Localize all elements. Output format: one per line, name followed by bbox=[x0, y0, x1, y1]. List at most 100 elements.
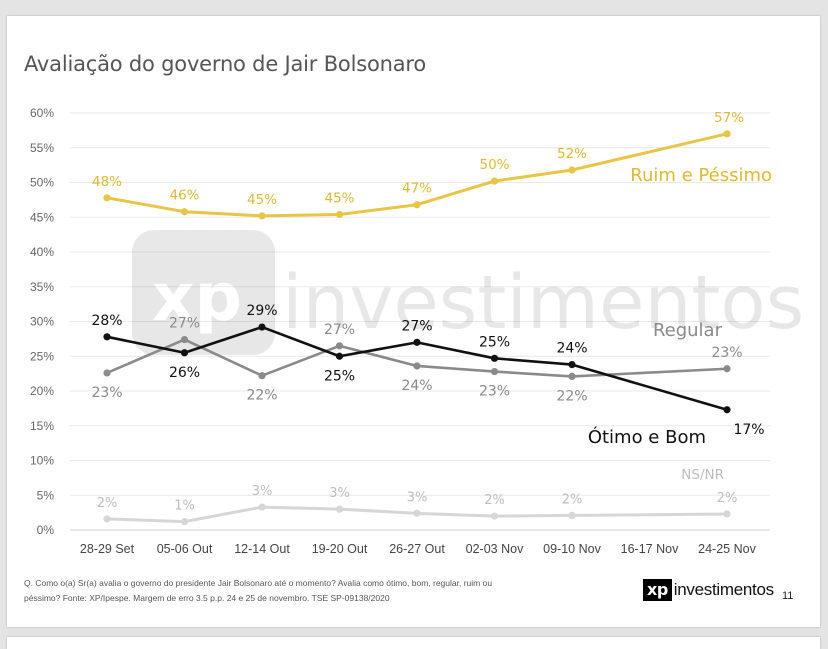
data-point bbox=[103, 194, 111, 202]
data-label: 50% bbox=[479, 157, 509, 173]
page-number: 11 bbox=[782, 590, 794, 602]
series-name: NS/NR bbox=[681, 467, 724, 483]
logo-brand: xp bbox=[643, 579, 672, 601]
data-point bbox=[335, 342, 344, 350]
data-label: 45% bbox=[324, 190, 354, 206]
data-point bbox=[490, 367, 499, 376]
y-tick-label: 10% bbox=[30, 454, 54, 468]
x-tick-label: 16-17 Nov bbox=[621, 542, 679, 556]
data-label: 25% bbox=[479, 334, 510, 350]
data-label: 46% bbox=[169, 188, 199, 204]
data-point bbox=[335, 210, 344, 219]
footnote-line-2: péssimo? Fonte: XP/Ipespe. Margem de err… bbox=[24, 593, 390, 603]
data-point bbox=[258, 212, 266, 220]
data-label: 3% bbox=[252, 484, 273, 499]
series-name: Regular bbox=[653, 320, 723, 341]
watermark-text: investimentos bbox=[282, 260, 804, 346]
data-label: 2% bbox=[717, 491, 738, 506]
data-point bbox=[723, 130, 731, 138]
data-label: 3% bbox=[329, 486, 350, 501]
data-point bbox=[103, 369, 111, 377]
data-point bbox=[103, 333, 111, 341]
data-label: 48% bbox=[92, 174, 122, 190]
data-label: 45% bbox=[247, 192, 277, 208]
data-point bbox=[568, 166, 576, 174]
data-label: 26% bbox=[169, 365, 200, 381]
series-line bbox=[106, 338, 728, 378]
data-point bbox=[568, 511, 576, 520]
data-label: 2% bbox=[484, 493, 505, 508]
data-point bbox=[335, 352, 344, 360]
data-label: 17% bbox=[733, 422, 764, 438]
y-tick-label: 55% bbox=[30, 141, 54, 155]
data-point bbox=[180, 335, 189, 344]
gridlines bbox=[70, 112, 770, 531]
data-point bbox=[413, 338, 421, 346]
y-tick-label: 40% bbox=[30, 245, 54, 259]
data-point bbox=[103, 515, 111, 523]
y-tick-label: 25% bbox=[30, 349, 54, 363]
x-tick-label: 09-10 Nov bbox=[543, 542, 601, 556]
series-lines bbox=[103, 130, 731, 526]
data-label: 47% bbox=[402, 181, 432, 197]
data-label: 2% bbox=[97, 496, 118, 511]
data-label: 27% bbox=[324, 322, 355, 338]
y-tick-label: 45% bbox=[30, 210, 54, 224]
data-point bbox=[180, 518, 189, 526]
y-tick-label: 60% bbox=[30, 106, 54, 120]
data-label: 2% bbox=[562, 492, 583, 507]
y-tick-label: 30% bbox=[30, 315, 54, 329]
data-point bbox=[413, 362, 421, 370]
data-point bbox=[413, 201, 421, 209]
data-label: 3% bbox=[407, 490, 428, 505]
xp-logo: xp investimentos bbox=[643, 578, 774, 602]
x-tick-label: 19-20 Out bbox=[312, 542, 368, 556]
data-label: 24% bbox=[401, 378, 432, 394]
series-name: Ruim e Péssimo bbox=[630, 165, 772, 186]
y-tick-label: 5% bbox=[37, 488, 55, 502]
chart-title: Avaliação do governo de Jair Bolsonaro bbox=[24, 52, 426, 76]
footnote-line-1: Q. Como o(a) Sr(a) avalia o governo do p… bbox=[24, 578, 493, 588]
watermark-brand: xp bbox=[152, 259, 242, 336]
data-point bbox=[258, 372, 266, 380]
data-label: 52% bbox=[557, 146, 587, 162]
data-point bbox=[413, 509, 421, 517]
data-point bbox=[180, 349, 189, 357]
watermark-logo-box bbox=[132, 230, 275, 355]
data-point bbox=[723, 406, 731, 414]
data-point bbox=[723, 365, 731, 373]
data-labels: 48% 46% 45% 45% 47% 50% 52% 57% 23% 27% 22% 27% 24% 2… bbox=[91, 110, 764, 514]
data-label: 29% bbox=[246, 303, 277, 319]
y-tick-label: 35% bbox=[30, 280, 54, 294]
data-point bbox=[723, 510, 731, 518]
y-axis-ticks: 0% 5% 10% 15% 20% 25% 30% 35% 40% 45% 50% 55% 60% bbox=[30, 106, 54, 537]
data-label: 22% bbox=[556, 388, 587, 404]
data-label: 27% bbox=[169, 316, 200, 332]
series-line bbox=[106, 505, 728, 524]
y-tick-label: 0% bbox=[37, 523, 55, 537]
x-tick-label: 12-14 Out bbox=[234, 542, 290, 556]
series-names: Ruim e Péssimo Regular Ótimo e Bom NS/NR bbox=[588, 165, 772, 483]
x-tick-label: 28-29 Set bbox=[80, 542, 135, 556]
data-label: 24% bbox=[556, 341, 587, 357]
x-tick-label: 24-25 Nov bbox=[698, 542, 756, 556]
data-point bbox=[490, 177, 499, 185]
next-slide-edge bbox=[7, 637, 820, 649]
x-axis-ticks: 28-29 Set 05-06 Out 12-14 Out 19-20 Out 26-2… bbox=[80, 542, 757, 556]
data-label: 1% bbox=[174, 499, 195, 514]
x-tick-label: 26-27 Out bbox=[389, 542, 445, 556]
y-tick-label: 15% bbox=[30, 419, 54, 433]
x-tick-label: 05-06 Out bbox=[157, 542, 213, 556]
x-tick-label: 02-03 Nov bbox=[466, 542, 524, 556]
data-label: 25% bbox=[324, 368, 355, 384]
data-point bbox=[258, 323, 266, 331]
data-point bbox=[490, 512, 499, 520]
y-tick-label: 50% bbox=[30, 176, 54, 190]
footnote: Q. Como o(a) Sr(a) avalia o governo do p… bbox=[24, 576, 584, 606]
data-point bbox=[180, 208, 189, 216]
data-label: 22% bbox=[246, 388, 277, 404]
data-label: 28% bbox=[91, 313, 122, 329]
series-line bbox=[106, 132, 728, 218]
series-line bbox=[106, 325, 728, 412]
